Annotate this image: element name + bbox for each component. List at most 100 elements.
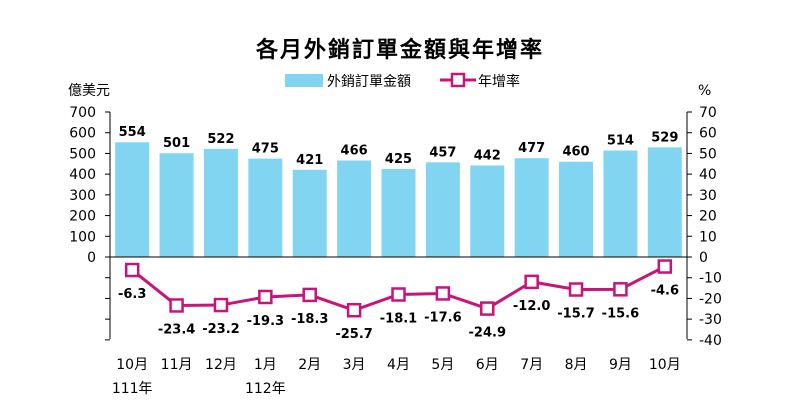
left-tick-label-5: 500	[69, 146, 96, 162]
bar-3	[248, 158, 283, 257]
bar-12	[647, 147, 682, 257]
bar-value-label-8: 442	[474, 148, 501, 163]
bar-0	[115, 142, 150, 257]
year-label-1: 112年	[245, 381, 286, 397]
left-tick-label-3: 300	[69, 188, 96, 204]
right-tick-label-3: -10	[699, 271, 722, 287]
growth-rate-marker-6	[391, 287, 406, 302]
year-label-0: 111年	[112, 381, 153, 397]
right-tick-label-6: 20	[699, 209, 717, 225]
growth-rate-marker-3	[258, 289, 273, 305]
left-tick-label-2: 200	[69, 209, 96, 225]
bar-8	[470, 165, 505, 257]
growth-rate-label-0: -6.3	[118, 287, 146, 302]
right-tick-label-8: 40	[699, 167, 717, 183]
bar-value-label-11: 514	[607, 134, 634, 149]
growth-rate-marker-9	[524, 274, 539, 290]
bar-value-label-7: 457	[429, 145, 456, 160]
growth-rate-marker-5	[346, 302, 362, 318]
bar-series	[115, 142, 682, 257]
legend-bar-swatch	[285, 74, 323, 87]
legend: 外銷訂單金額 年增率	[285, 72, 520, 90]
growth-rate-label-5: -25.7	[335, 327, 372, 342]
growth-rate-label-1: -23.4	[158, 322, 195, 337]
growth-rate-label-3: -19.3	[247, 314, 284, 329]
growth-rate-marker-0	[124, 262, 140, 278]
axes: 0 100 200 300 400 500 600 700 -40 -30 -20 -10 0 10 20 3…	[69, 105, 722, 397]
right-tick-label-10: 60	[699, 126, 717, 142]
bar-4	[292, 169, 327, 257]
legend-line-marker	[450, 72, 466, 88]
growth-rate-marker-8	[480, 301, 495, 316]
bar-value-label-4: 421	[296, 153, 323, 168]
bar-9	[514, 158, 549, 257]
x-tick-label-8: 6月	[476, 357, 499, 373]
growth-rate-label-10: -15.7	[557, 307, 594, 322]
growth-rate-label-8: -24.9	[469, 326, 506, 341]
x-tick-label-9: 7月	[520, 357, 543, 373]
bar-5	[337, 160, 372, 257]
right-tick-label-1: -30	[699, 312, 722, 328]
x-tick-label-10: 8月	[565, 357, 588, 373]
legend-line-label: 年增率	[478, 73, 520, 90]
x-tick-label-3: 1月	[254, 357, 277, 373]
growth-rate-marker-4	[302, 287, 317, 303]
bar-value-label-6: 425	[385, 152, 412, 167]
bar-value-label-5: 466	[341, 143, 368, 158]
x-tick-label-0: 10月	[116, 357, 148, 373]
growth-rate-label-2: -23.2	[202, 322, 239, 337]
chart-title: 各月外銷訂單金額與年增率	[255, 37, 544, 63]
left-tick-label-1: 100	[69, 229, 96, 245]
data-labels: 554 501 522 475 421 466 425 457 442 477 460 514 529 -…	[118, 125, 679, 342]
x-tick-label-2: 12月	[205, 357, 237, 373]
growth-rate-label-12: -4.6	[651, 284, 679, 299]
bar-6	[381, 168, 416, 257]
bar-value-label-12: 529	[651, 130, 678, 145]
growth-rate-label-7: -17.6	[424, 310, 461, 325]
right-axis-unit: %	[698, 83, 711, 99]
growth-rate-marker-11	[613, 282, 628, 297]
growth-rate-marker-1	[169, 298, 184, 313]
left-tick-label-0: 0	[87, 250, 96, 266]
right-tick-label-4: 0	[699, 250, 708, 266]
x-tick-label-1: 11月	[161, 357, 193, 373]
legend-bar-label: 外銷訂單金額	[327, 74, 411, 90]
x-tick-label-6: 4月	[387, 357, 410, 373]
growth-rate-marker-7	[435, 286, 451, 301]
growth-rate-label-11: -15.6	[602, 306, 639, 321]
left-tick-label-6: 600	[69, 126, 96, 142]
x-tick-label-11: 9月	[609, 357, 632, 373]
growth-rate-marker-12	[657, 259, 673, 274]
bar-value-label-10: 460	[562, 145, 589, 160]
left-axis-unit: 億美元	[68, 83, 110, 99]
bar-10	[559, 161, 594, 257]
bar-7	[425, 162, 460, 257]
x-tick-label-5: 3月	[343, 357, 366, 373]
x-tick-label-4: 2月	[298, 357, 321, 373]
left-tick-label-4: 400	[69, 167, 96, 183]
x-tick-label-12: 10月	[649, 357, 681, 373]
bar-value-label-2: 522	[207, 132, 234, 147]
right-tick-label-7: 30	[699, 188, 717, 204]
bar-11	[603, 150, 638, 257]
growth-rate-label-6: -18.1	[380, 311, 417, 326]
bar-value-label-9: 477	[518, 141, 545, 156]
right-tick-label-11: 70	[699, 105, 717, 121]
growth-rate-label-9: -12.0	[513, 299, 550, 314]
bar-value-label-1: 501	[163, 136, 190, 151]
x-tick-label-7: 5月	[431, 357, 454, 373]
bar-2	[203, 148, 238, 257]
growth-rate-marker-10	[568, 282, 584, 297]
bar-value-label-0: 554	[119, 125, 146, 140]
bar-value-label-3: 475	[252, 142, 279, 157]
left-tick-label-7: 700	[69, 105, 96, 121]
line-series	[124, 259, 673, 318]
right-tick-label-9: 50	[699, 146, 717, 162]
growth-rate-label-4: -18.3	[291, 312, 328, 327]
growth-rate-marker-2	[213, 297, 229, 313]
bar-1	[159, 153, 194, 257]
right-tick-label-2: -20	[699, 291, 722, 307]
right-tick-label-0: -40	[699, 333, 722, 349]
